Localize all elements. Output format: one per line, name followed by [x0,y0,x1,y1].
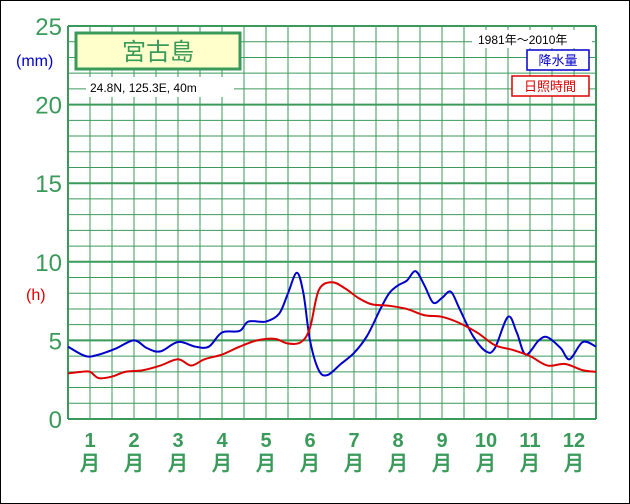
x-tick-unit: 月 [211,453,232,475]
x-tick-label: 10 [475,430,497,452]
period-label: 1981年〜2010年 [478,33,567,47]
series-lines [67,270,597,380]
y-tick-label: 0 [49,407,62,434]
x-tick-unit: 月 [387,453,408,475]
y-tick-label: 10 [35,250,62,277]
legend-precip-label: 降水量 [538,54,577,69]
x-tick-label: 5 [260,430,271,452]
grid [67,25,597,420]
legend-sun-box [511,75,590,97]
x-tick-label: 9 [436,430,447,452]
y-tick-label: 5 [49,328,62,355]
x-tick-unit: 月 [563,453,584,475]
x-tick-unit: 月 [299,453,320,475]
x-tick-unit: 月 [519,453,540,475]
ylabel-sun: (h) [26,287,46,304]
x-tick-label: 6 [304,430,315,452]
x-tick-label: 11 [519,430,540,452]
y-tick-label: 20 [35,93,62,120]
legend-precip-box [526,49,590,71]
precip-line [67,270,597,377]
legend-sun-label: 日照時間 [524,80,576,95]
x-tick-label: 12 [563,430,585,452]
y-tick-label: 15 [35,171,62,198]
x-tick-label: 7 [348,430,359,452]
y-tick-label: 25 [35,14,62,41]
legend: 降水量 日照時間 [511,49,590,97]
x-tick-unit: 月 [167,453,188,475]
x-tick-unit: 月 [255,453,276,475]
location-label: 24.8N, 125.3E, 40m [90,81,197,95]
x-tick-label: 1 [84,430,95,452]
sunshine-line [67,281,597,380]
x-tick-unit: 月 [343,453,364,475]
y-tick-labels: 0 5 10 15 20 25 [35,14,62,434]
x-tick-unit: 月 [431,453,452,475]
x-tick-unit: 月 [79,453,100,475]
title-box [74,31,242,71]
period-box [472,30,592,48]
ylabel-precip: (mm) [16,53,53,70]
location-box [86,77,234,97]
x-tick-unit: 月 [475,453,496,475]
x-tick-label: 8 [392,430,403,452]
x-tick-label: 2 [128,430,139,452]
chart-title: 宮古島 [122,38,194,66]
x-tick-label: 4 [216,430,228,452]
x-tick-unit: 月 [123,453,144,475]
x-tick-label: 3 [172,430,183,452]
